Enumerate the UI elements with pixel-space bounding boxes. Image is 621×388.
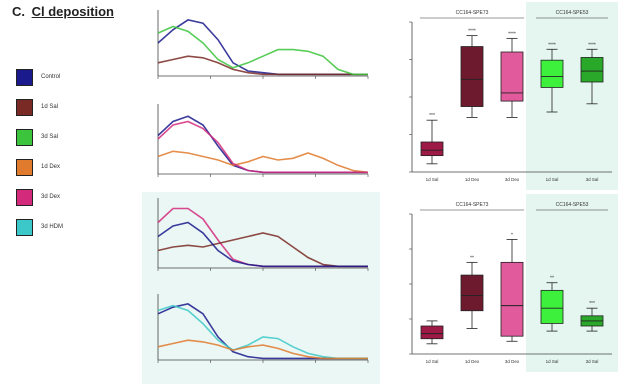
significance-label: **** [468, 29, 476, 35]
series-line-2 [157, 221, 368, 268]
category-label: 1d Sal [546, 359, 559, 364]
legend-label-3: 1d Dex [41, 164, 61, 170]
box-3 [540, 289, 564, 324]
box-1 [460, 46, 484, 107]
legend: Control 1d Sal 3d Sal 1d Dex 3d Dex 3d H… [16, 62, 126, 242]
significance-label: *** [589, 301, 595, 307]
box-4 [580, 57, 604, 83]
line-chart-0 [157, 10, 369, 79]
legend-swatch-0 [16, 68, 33, 86]
legend-label-0: Control [41, 74, 61, 80]
legend-label-4: 3d Dex [41, 194, 61, 200]
category-label: 1d Sal [426, 177, 439, 182]
legend-swatch-3 [16, 158, 33, 176]
significance-label: **** [588, 42, 596, 48]
line-panels [157, 10, 369, 363]
box-chart-1: CC164-SPE73 CC164-SPE53 1d Sal ** 1d Dex * 3d … [409, 194, 618, 372]
legend-item-0: Control [16, 62, 126, 92]
legend-swatch-1 [16, 98, 33, 116]
panel-title: C. Cl deposition [12, 4, 114, 19]
legend-item-2: 3d Sal [16, 122, 126, 152]
category-label: 1d Dex [465, 177, 480, 182]
legend-item-1: 1d Sal [16, 92, 126, 122]
category-label: 3d Sal [586, 177, 599, 182]
legend-swatch-5 [16, 218, 33, 236]
lower-profile-shading [142, 192, 380, 384]
panel-title-text: Cl deposition [31, 4, 114, 19]
box-chart-0: CC164-SPE73 CC164-SPE53 *** 1d Sal **** 1d De… [409, 2, 618, 190]
series-line-0 [157, 19, 368, 76]
significance-label: *** [429, 113, 435, 119]
legend-item-5: 3d HDM [16, 212, 126, 242]
legend-swatch-2 [16, 128, 33, 146]
group-shading [526, 194, 618, 372]
legend-item-3: 1d Dex [16, 152, 126, 182]
box-2 [500, 261, 524, 337]
category-label: 1d Dex [465, 359, 480, 364]
legend-label-1: 1d Sal [41, 104, 59, 110]
significance-label: **** [548, 42, 556, 48]
box-0 [420, 325, 444, 340]
line-chart-3 [157, 294, 369, 363]
line-chart-1 [157, 104, 369, 177]
legend-label-5: 3d HDM [41, 224, 64, 230]
legend-item-4: 3d Dex [16, 182, 126, 212]
box-3 [540, 59, 564, 88]
group-label-1: CC164-SPE53 [556, 202, 589, 208]
significance-label: ** [550, 276, 554, 282]
group-label-1: CC164-SPE53 [556, 10, 589, 16]
series-line-1 [157, 150, 369, 174]
series-line-2 [157, 25, 368, 76]
box-2 [500, 51, 524, 102]
box-panels: CC164-SPE73 CC164-SPE53***1d Sal****1d De… [409, 2, 618, 372]
significance-label: * [511, 232, 513, 238]
series-line-2 [157, 339, 368, 360]
legend-label-2: 3d Sal [41, 134, 59, 140]
group-shading [526, 2, 618, 190]
line-chart-2 [157, 198, 369, 271]
series-line-2 [157, 120, 368, 174]
category-label: 1d Sal [546, 177, 559, 182]
box-0 [420, 141, 444, 157]
category-label: 3d Sal [586, 359, 599, 364]
series-line-1 [157, 55, 368, 76]
group-label-0: CC164-SPE73 [456, 202, 489, 208]
category-label: 1d Sal [426, 359, 439, 364]
category-label: 3d Dex [505, 359, 520, 364]
panel-letter: C. [12, 4, 25, 19]
group-label-0: CC164-SPE73 [456, 10, 489, 16]
significance-label: ** [470, 255, 474, 261]
significance-label: **** [508, 31, 516, 37]
legend-swatch-4 [16, 188, 33, 206]
category-label: 3d Dex [505, 177, 520, 182]
box-1 [460, 274, 484, 312]
